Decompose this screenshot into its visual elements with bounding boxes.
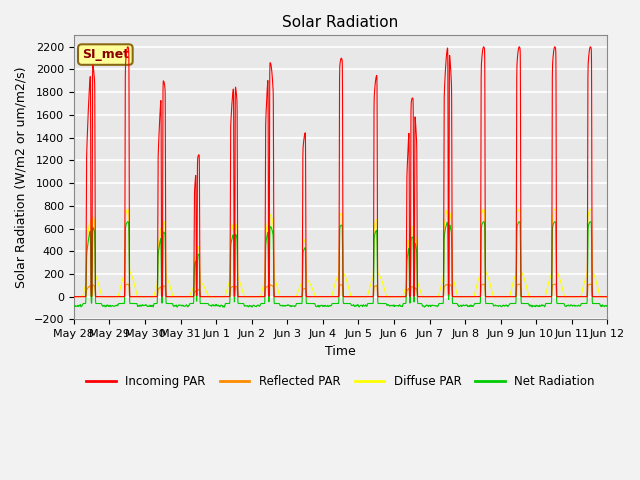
Legend: Incoming PAR, Reflected PAR, Diffuse PAR, Net Radiation: Incoming PAR, Reflected PAR, Diffuse PAR… [81,371,600,393]
Title: Solar Radiation: Solar Radiation [282,15,399,30]
Text: SI_met: SI_met [82,48,129,61]
X-axis label: Time: Time [325,345,356,358]
Y-axis label: Solar Radiation (W/m2 or um/m2/s): Solar Radiation (W/m2 or um/m2/s) [15,67,28,288]
